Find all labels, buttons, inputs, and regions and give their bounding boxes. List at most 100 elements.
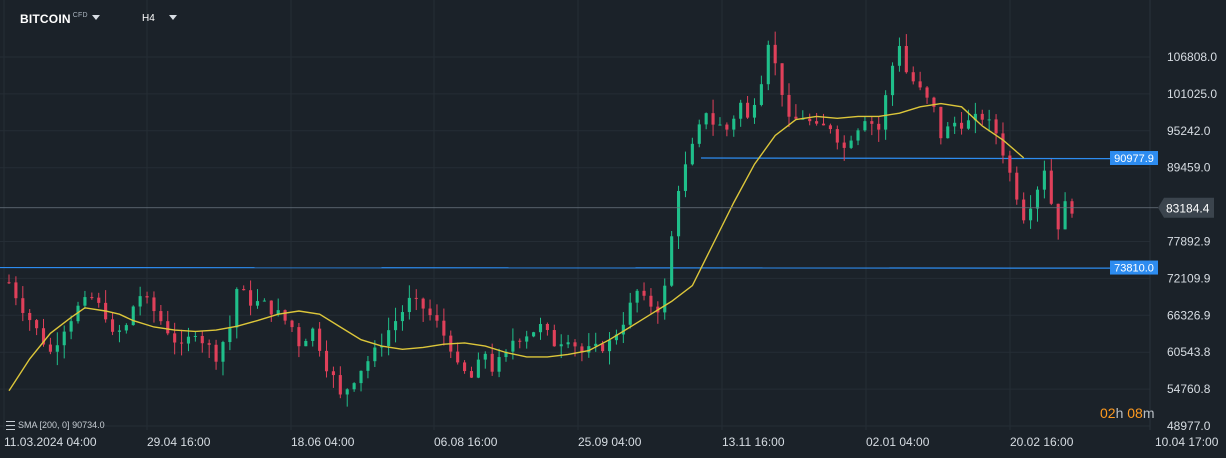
x-tick-label-8: 10.04 17:00 <box>1155 435 1219 449</box>
candle-body <box>318 328 322 351</box>
candle-body <box>911 72 915 82</box>
candle-body <box>580 346 584 353</box>
horizontal-line-1[interactable] <box>0 266 1111 269</box>
candle-body <box>559 344 563 347</box>
candle-body <box>55 345 59 352</box>
candle-body <box>856 130 860 141</box>
candle-body <box>304 340 308 347</box>
x-tick-label-2: 18.06 04:00 <box>291 435 355 449</box>
candle-body <box>83 297 87 306</box>
candle-body <box>545 323 549 331</box>
candle-body <box>690 143 694 165</box>
candle-body <box>635 290 639 303</box>
candle-body <box>1063 201 1067 230</box>
indicator-params: [200, 0] <box>39 420 70 430</box>
candle-body <box>311 328 315 341</box>
candle-body <box>980 113 984 120</box>
candle-body <box>994 119 998 134</box>
candle-body <box>752 104 757 118</box>
y-tick-label-9: 48977.0 <box>1167 419 1211 433</box>
candle-body <box>773 44 777 64</box>
candle-body <box>525 336 529 342</box>
horizontal-line-tag-1 <box>1110 260 1158 275</box>
candle-body <box>435 315 439 321</box>
candle-body <box>877 123 881 130</box>
candle-body <box>1049 170 1053 204</box>
candle-body <box>428 308 432 316</box>
candle-body <box>897 46 901 66</box>
current-price-label: 83184.4 <box>1166 202 1210 216</box>
price-axis[interactable]: 106808.0 101025.0 95242.0 89459.0 77892.9 721… <box>1167 50 1217 433</box>
candle-body <box>532 332 536 337</box>
symbol-name[interactable]: BITCOIN CFD <box>20 12 88 26</box>
candle-body <box>842 142 846 148</box>
candle-body <box>780 63 784 95</box>
horizontal-line-label-0: 90977.9 <box>1114 153 1154 165</box>
time-axis[interactable]: 11.03.2024 04:00 29.04 16:00 18.06 04:00 06… <box>4 435 1219 449</box>
candle-body <box>676 190 681 237</box>
candle-body <box>870 121 874 124</box>
candle-body <box>759 84 763 105</box>
indicator-label: SMA <box>18 420 38 430</box>
candle-body <box>621 324 625 335</box>
candle-body <box>594 343 598 347</box>
candle-body <box>421 298 425 309</box>
candle-body <box>808 118 812 122</box>
horizontal-line-0[interactable] <box>700 157 1111 160</box>
timer-minutes: 08 <box>1127 405 1143 421</box>
candle-body <box>1022 199 1026 221</box>
candle-body <box>518 340 522 342</box>
candle-body <box>290 320 294 328</box>
timeframe-label[interactable]: H4 <box>142 13 155 24</box>
candle-body <box>601 343 605 352</box>
candle-body <box>262 300 266 302</box>
candle-body <box>469 371 474 378</box>
candle-body <box>276 310 280 315</box>
candle-body <box>41 328 46 345</box>
timeframe-dropdown-icon[interactable] <box>169 15 177 20</box>
timer-hours-unit: h <box>1115 405 1124 421</box>
grid-lines <box>0 0 1151 430</box>
candle-body <box>1056 203 1060 230</box>
candle-body <box>152 297 156 312</box>
y-tick-label-5: 72109.9 <box>1167 271 1211 285</box>
candle-body <box>463 362 467 372</box>
candle-body <box>145 296 149 298</box>
candle-body <box>476 359 480 378</box>
candle-body <box>953 122 957 127</box>
candle-body <box>7 282 11 284</box>
candle-body <box>504 351 508 358</box>
horizontal-lines[interactable] <box>0 157 1111 269</box>
candle-body <box>35 320 39 329</box>
x-tick-label-3: 06.08 16:00 <box>434 435 498 449</box>
y-tick-label-4: 77892.9 <box>1167 234 1211 248</box>
candle-body <box>345 389 349 395</box>
y-tick-label-8: 54760.8 <box>1167 382 1211 396</box>
indicator-legend[interactable]: SMA [200, 0] 90734.0 <box>6 420 105 431</box>
candle-body <box>186 336 191 344</box>
candle-body <box>21 298 25 313</box>
indicator-menu-icon[interactable] <box>6 421 15 431</box>
candle-body <box>207 343 211 345</box>
candle-body <box>573 342 577 347</box>
candle-body <box>718 124 722 126</box>
symbol-dropdown-icon[interactable] <box>92 15 100 20</box>
candle-body <box>442 320 446 336</box>
candle-body <box>932 97 936 107</box>
timer-minutes-unit: m <box>1142 405 1155 421</box>
candle-body <box>925 87 929 98</box>
candle-body <box>552 330 556 347</box>
x-tick-label-4: 25.09 04:00 <box>578 435 642 449</box>
candle-body <box>193 335 197 337</box>
candle-body <box>890 65 895 96</box>
candle-body <box>739 102 743 119</box>
candle-body <box>110 319 115 332</box>
candle-body <box>835 129 839 143</box>
candle-body <box>966 120 971 129</box>
candle-body <box>939 106 943 139</box>
candle-body <box>228 327 232 343</box>
candle-body <box>338 375 342 395</box>
candle-body <box>235 289 239 328</box>
